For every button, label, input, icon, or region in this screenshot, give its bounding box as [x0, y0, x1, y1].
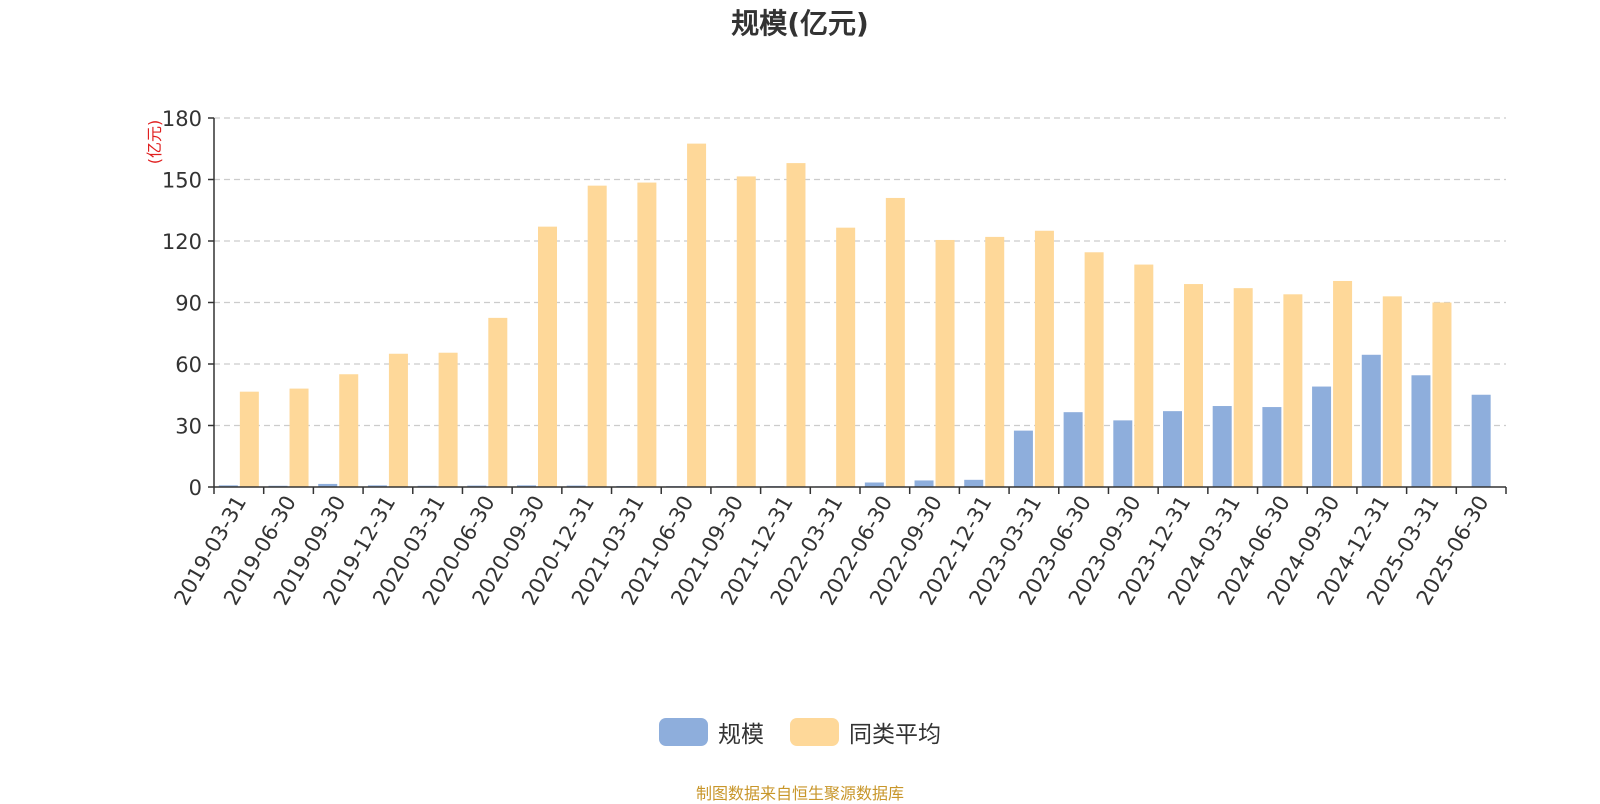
bar-scale: [1411, 375, 1431, 487]
bar-peer-average: [935, 239, 955, 487]
bar-peer-average: [1034, 230, 1054, 487]
legend-item-peer-average[interactable]: 同类平均: [790, 715, 941, 749]
y-tick-label: 30: [175, 415, 202, 439]
axes: [208, 117, 1507, 494]
bar-peer-average: [488, 317, 508, 487]
bar-peer-average: [538, 226, 557, 487]
bar-scale: [1471, 394, 1491, 487]
bar-scale: [1361, 354, 1381, 487]
bar-scale: [1212, 406, 1232, 487]
legend-swatch-scale: [659, 718, 708, 746]
bars: [218, 143, 1491, 488]
bar-peer-average: [1233, 288, 1253, 487]
bar-scale: [318, 483, 338, 487]
chart-title: 规模(亿元): [731, 7, 869, 40]
bar-peer-average: [885, 197, 905, 487]
bar-peer-average: [1432, 302, 1452, 487]
legend-item-scale[interactable]: 规模: [659, 715, 764, 749]
bar-peer-average: [836, 227, 856, 488]
bar-peer-average: [289, 388, 309, 487]
legend-swatch-peer-average: [790, 718, 839, 746]
bar-peer-average: [736, 176, 756, 488]
bar-scale: [517, 485, 536, 487]
y-tick-label: 120: [162, 230, 202, 254]
bar-scale: [218, 485, 238, 487]
bar-peer-average: [985, 236, 1005, 487]
y-axis-unit-label: (亿元): [145, 120, 164, 165]
bar-peer-average: [1333, 280, 1353, 487]
legend-label-peer-average: 同类平均: [849, 722, 941, 748]
bar-scale: [1262, 407, 1282, 487]
bar-peer-average: [239, 391, 259, 487]
bar-peer-average: [388, 353, 408, 487]
bar-scale: [1163, 411, 1182, 487]
bar-peer-average: [637, 182, 657, 487]
y-tick-label: 150: [162, 169, 202, 193]
y-tick-label: 0: [189, 476, 202, 500]
bar-peer-average: [1134, 264, 1154, 487]
legend-label-scale: 规模: [718, 722, 764, 748]
bar-scale: [914, 480, 934, 487]
bar-peer-average: [1084, 252, 1104, 487]
bar-scale: [1312, 386, 1332, 487]
bar-peer-average: [339, 374, 359, 487]
bar-scale: [864, 482, 884, 487]
bar-peer-average: [587, 185, 607, 487]
bar-peer-average: [1283, 294, 1303, 487]
bar-peer-average: [1184, 284, 1203, 487]
bar-peer-average: [786, 163, 806, 487]
bar-scale: [1063, 412, 1083, 487]
bar-peer-average: [438, 352, 458, 487]
bar-scale: [964, 479, 984, 487]
bar-scale: [1113, 420, 1133, 487]
legend: 规模 同类平均: [0, 715, 1600, 749]
bar-scale: [1013, 430, 1033, 487]
bar-chart: 0306090120150180(亿元)2019-03-312019-06-30…: [145, 107, 1507, 609]
y-tick-label: 90: [175, 292, 202, 316]
bar-peer-average: [687, 143, 707, 487]
bar-scale: [367, 485, 387, 487]
grid-lines: [214, 117, 1506, 427]
source-note: 制图数据来自恒生聚源数据库: [695, 784, 904, 803]
bar-peer-average: [1382, 296, 1402, 487]
y-tick-label: 180: [162, 107, 202, 131]
y-tick-label: 60: [175, 353, 202, 377]
